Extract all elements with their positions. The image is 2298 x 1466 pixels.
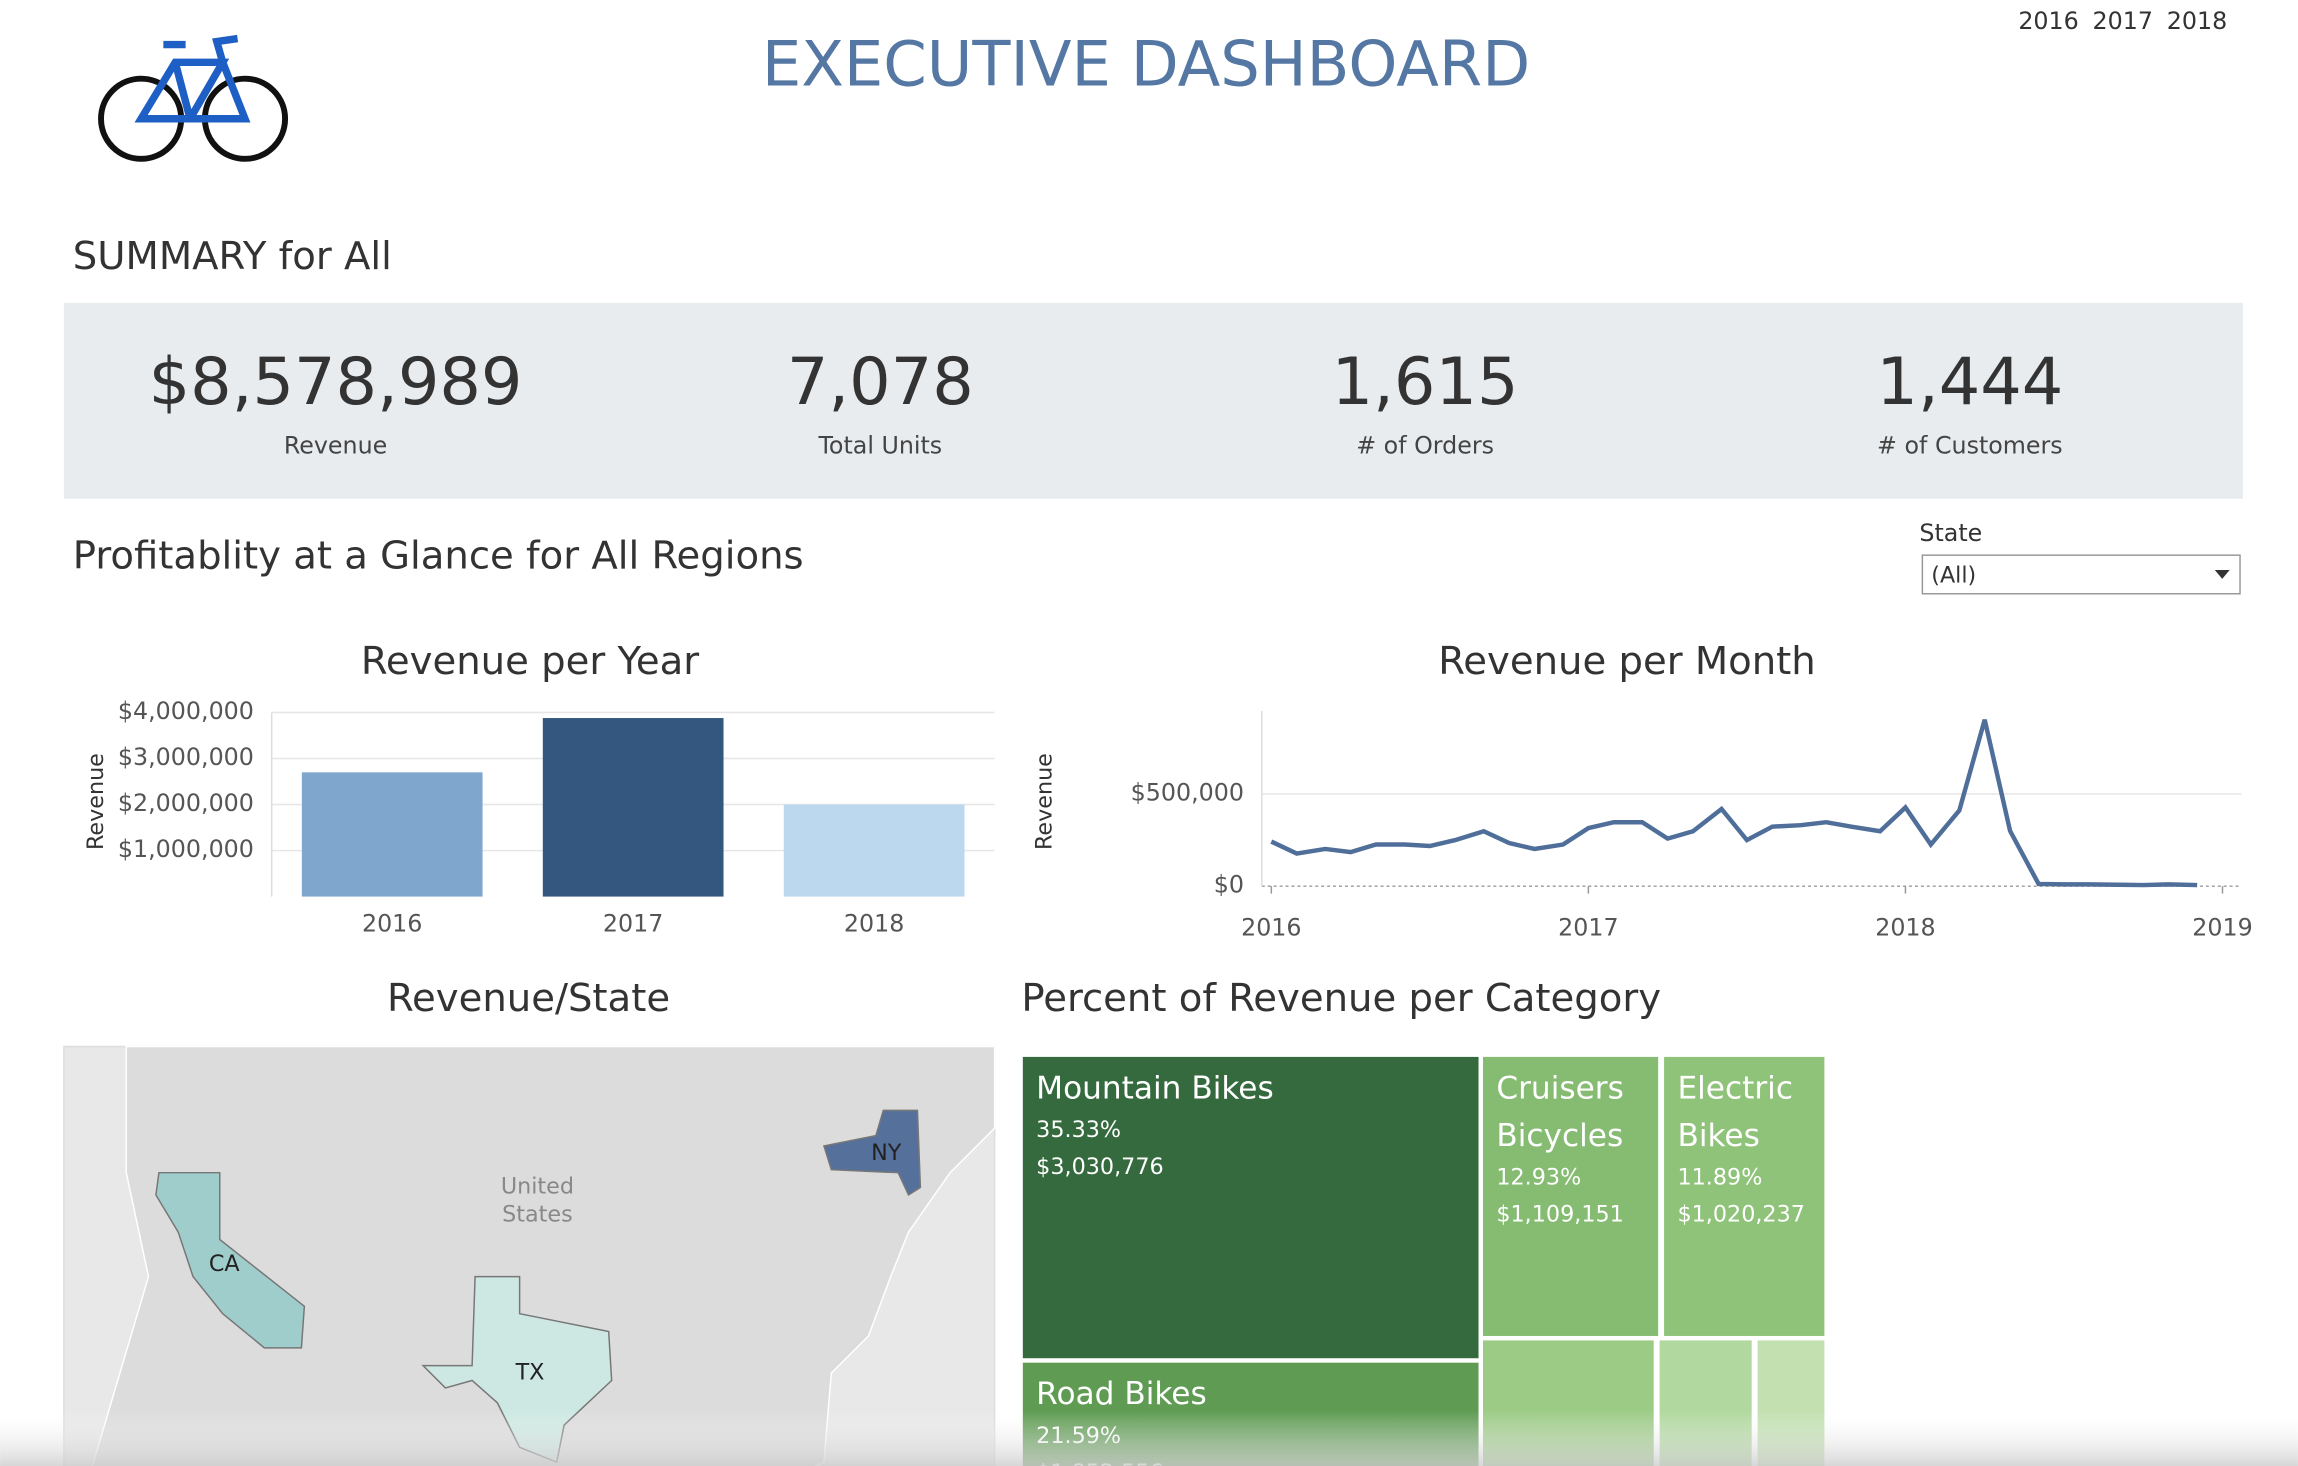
y-tick-label: $0 [1214,871,1244,899]
y-tick-label: $3,000,000 [118,743,254,771]
y-tick-label: $2,000,000 [118,789,254,817]
percent-label: 12.93% [1496,1163,1582,1191]
y-tick-label: $500,000 [1131,779,1244,807]
treemap-label-box: Cruisers Bicycles 12.93% $1,109,151 [1482,1055,1660,1242]
state-label: NY [871,1140,902,1166]
category-name: Electric Bikes [1677,1070,1793,1154]
kpi-label: Revenue [284,431,387,459]
dropdown-value[interactable]: (All) [1931,562,1976,588]
kpi-value: 1,615 [1332,344,1519,420]
summary-panel [63,302,2244,499]
bar [783,804,965,897]
bar [542,718,724,897]
revenue-label: $1,020,237 [1677,1200,1805,1228]
percent-label: 11.89% [1677,1163,1763,1191]
kpi-label: # of Customers [1877,431,2063,459]
kpi-value: 1,444 [1876,344,2063,420]
treemap-label-box: Electric Bikes 11.89% $1,020,237 [1663,1055,1826,1242]
bike-logo [98,34,289,162]
y-tick-label: $4,000,000 [118,697,254,725]
us-land [91,1045,996,1466]
treemap-cell [1661,1053,1828,1339]
year-filter[interactable]: 2018 [2167,7,2227,35]
x-tick-label: 2016 [362,909,422,937]
x-tick-label: 2019 [2192,914,2252,942]
kpi-label: Total Units [817,431,942,459]
y-axis-label: Revenue [1032,753,1058,850]
country-label: United States [500,1172,575,1228]
treemap-label-box: Mountain Bikes 35.33% $3,030,776 [1021,1055,1480,1195]
line-series [1270,719,2198,888]
treemap-label: Mountain Bikes 35.33% $3,030,776 [1021,1055,1480,1195]
kpi-value: 7,078 [787,344,974,420]
y-axis-label: Revenue [83,753,109,850]
x-tick-label: 2017 [603,909,663,937]
chart-title: Percent of Revenue per Category [1021,976,1661,1021]
revenue-label: $1,109,151 [1496,1200,1624,1228]
chart-title: Revenue per Year [361,639,699,684]
kpi-label: # of Orders [1356,431,1494,459]
state-label: CA [209,1251,241,1277]
category-name: Cruisers Bicycles [1496,1070,1624,1154]
chart-title: Revenue/State [387,976,670,1021]
y-tick-label: $1,000,000 [118,835,254,863]
percent-label: 35.33% [1036,1116,1122,1143]
x-tick-label: 2018 [844,909,904,937]
dashboard-title: EXECUTIVE DASHBOARD [762,27,1530,100]
treemap-label: Cruisers Bicycles 12.93% $1,109,151 [1482,1055,1660,1242]
year-filter[interactable]: 2017 [2093,7,2153,35]
dropdown-arrow[interactable] [2214,570,2230,579]
year-filter[interactable]: 2016 [2018,7,2078,35]
x-tick-label: 2016 [1241,914,1301,942]
x-tick-label: 2017 [1558,914,1618,942]
filter-label: State [1919,519,1982,547]
state-label: TX [515,1360,545,1386]
bar [301,772,483,897]
kpi-value: $8,578,989 [149,344,523,420]
bottom-fade [0,1410,2298,1466]
state-region [155,1171,306,1349]
revenue-label: $3,030,776 [1036,1153,1164,1181]
x-tick-label: 2018 [1875,914,1935,942]
treemap-cell [1480,1053,1662,1339]
summary-title: SUMMARY for All [73,234,392,279]
country-label-box: United States [500,1172,575,1228]
treemap-label: Electric Bikes 11.89% $1,020,237 [1663,1055,1826,1242]
state-dropdown[interactable] [1921,554,2241,595]
state-region [822,1109,922,1197]
category-name: Mountain Bikes [1036,1070,1274,1106]
chart-title: Revenue per Month [1438,639,1816,684]
section-title: Profitablity at a Glance for All Regions [73,534,804,579]
category-name: Road Bikes [1036,1376,1207,1412]
